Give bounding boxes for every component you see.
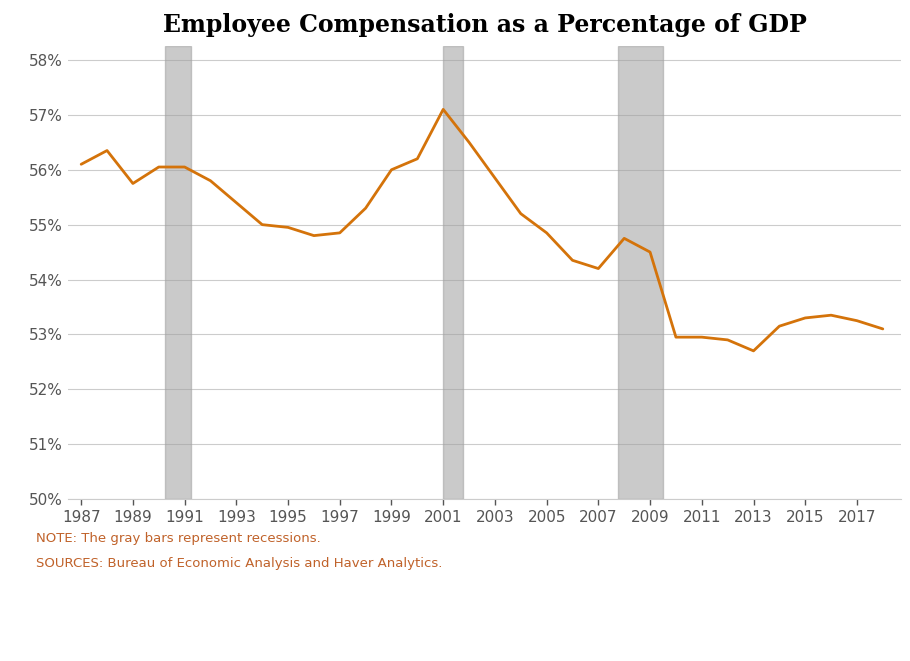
Bar (166, 46, 191, 499)
Text: of: of (223, 620, 240, 637)
Text: Federal Reserve Bank: Federal Reserve Bank (16, 620, 216, 637)
Text: NOTE: The gray bars represent recessions.: NOTE: The gray bars represent recessions… (36, 532, 321, 545)
Bar (443, 46, 462, 499)
Text: SOURCES: Bureau of Economic Analysis and Haver Analytics.: SOURCES: Bureau of Economic Analysis and… (36, 557, 443, 570)
Text: St. Louis: St. Louis (244, 620, 327, 637)
Title: Employee Compensation as a Percentage of GDP: Employee Compensation as a Percentage of… (163, 13, 806, 38)
Bar (618, 46, 663, 499)
Text: F: F (16, 620, 29, 637)
